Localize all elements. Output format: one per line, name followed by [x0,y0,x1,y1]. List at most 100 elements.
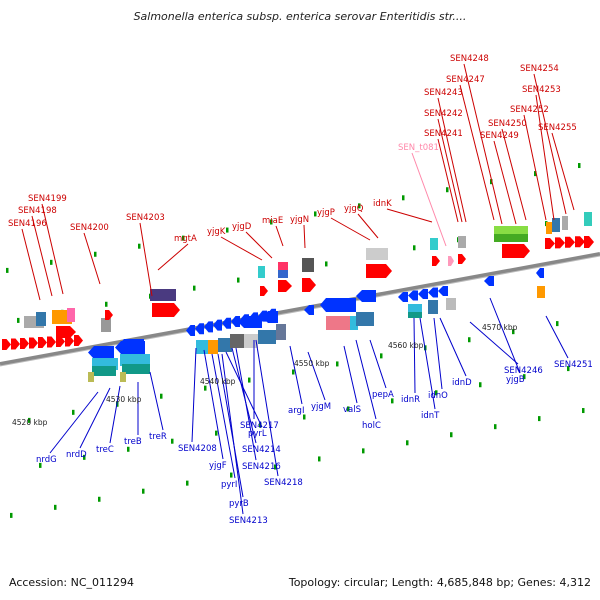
gene-label[interactable]: holC [362,421,381,431]
gene-label[interactable]: yjgF [209,461,227,471]
tick-mark [94,251,97,257]
gene-label[interactable]: SEN4251 [554,360,593,370]
gene-label[interactable]: SEN_t081 [398,143,439,153]
domain-box [196,340,210,354]
gene-label[interactable]: SEN4250 [488,119,527,129]
gene-label[interactable]: SEN4198 [18,206,57,216]
domain-box [258,266,265,278]
gene-label[interactable]: treR [149,432,167,442]
gene-label[interactable]: SEN4200 [70,223,109,233]
tick-mark [413,245,416,251]
tick-mark [325,261,328,267]
gene-label[interactable]: SEN4249 [480,131,519,141]
gene-label[interactable]: SEN4199 [28,194,67,204]
label-leader-line [83,232,101,285]
gene-label[interactable]: SEN4241 [424,129,463,139]
tick-mark [226,227,229,233]
plus-gene-arrow [152,303,180,317]
genome-summary: Topology: circular; Length: 4,685,848 bp… [288,576,591,589]
genome-backbone [0,252,600,366]
minus-gene-arrow [195,323,204,335]
tick-mark [138,243,141,249]
gene-label[interactable]: pyrB [229,499,249,509]
label-leader-line [419,317,436,410]
minus-gene-arrow [398,292,408,302]
gene-label[interactable]: SEN4246 [504,366,543,376]
gene-label[interactable]: argI [288,406,304,416]
tick-mark [450,432,453,438]
gene-label[interactable]: nrdD [66,450,87,460]
gene-label[interactable]: yjgN [290,215,309,225]
tick-mark [362,448,365,454]
gene-label[interactable]: pepA [372,390,394,400]
domain-box [302,258,314,272]
gene-label[interactable]: yjgK [207,227,226,237]
plus-gene-arrow [366,264,392,278]
tick-mark [50,259,53,265]
minus-gene-arrow [408,290,418,301]
gene-label[interactable]: SEN4252 [510,105,549,115]
plus-gene-arrow [545,238,555,249]
gene-label[interactable]: miaE [262,216,283,226]
gene-label[interactable]: idnR [401,395,420,405]
gene-label[interactable]: SEN4216 [242,462,281,472]
gene-label[interactable]: mgtA [174,234,197,244]
label-leader-line [203,349,224,460]
gene-label[interactable]: pyrI [221,480,237,490]
gene-label[interactable]: idnO [428,391,448,401]
gene-label[interactable]: pyrL [248,429,267,439]
gene-label[interactable]: SEN4254 [520,64,559,74]
label-leader-line [493,140,517,225]
domain-box [366,248,388,260]
gene-label[interactable]: nrdG [36,455,57,465]
minus-gene-arrow [304,305,314,315]
tick-mark [142,488,145,494]
gene-label[interactable]: yjgM [311,402,331,412]
tick-mark [28,417,31,423]
gene-label[interactable]: SEN4218 [264,478,303,488]
label-leader-line [535,94,555,221]
gene-label[interactable]: SEN4217 [240,421,279,431]
plus-gene-arrow [555,237,565,249]
gene-label[interactable]: yjgP [317,208,335,218]
domain-box [446,298,456,310]
gene-label[interactable]: valS [343,405,361,415]
gene-label[interactable]: SEN4196 [8,219,47,229]
plus-gene-arrow [584,236,594,248]
gene-label[interactable]: treC [96,445,114,455]
gene-label[interactable]: treB [124,437,142,447]
label-leader-line [235,347,257,461]
domain-box [67,308,75,322]
domain-box [150,289,176,301]
gene-label[interactable]: SEN4253 [522,85,561,95]
domain-box [258,330,276,344]
domain-box [278,262,288,274]
tick-mark [171,438,174,444]
gene-label[interactable]: SEN4213 [229,516,268,526]
tick-mark [54,504,57,510]
gene-label[interactable]: SEN4243 [424,88,463,98]
gene-label[interactable]: idnD [452,378,472,388]
label-leader-line [437,138,459,223]
label-leader-line [220,236,263,261]
gene-label[interactable]: SEN4203 [126,213,165,223]
gene-label[interactable]: yjgB [506,375,525,385]
gene-label[interactable]: SEN4242 [424,109,463,119]
tick-mark [193,285,196,291]
gene-label[interactable]: yjgD [232,222,252,232]
label-leader-line [217,353,244,498]
minus-gene-arrow [204,321,213,333]
gene-label[interactable]: SEN4255 [538,123,577,133]
gene-label[interactable]: idnK [373,199,392,209]
gene-label[interactable]: yjgQ [344,204,364,214]
gene-label[interactable]: idnT [421,411,440,421]
label-leader-line [459,84,495,221]
label-leader-line [307,351,326,401]
gene-label[interactable]: SEN4248 [450,54,489,64]
gene-label[interactable]: SEN4214 [242,445,281,455]
tick-mark [556,321,559,327]
gene-label[interactable]: SEN4208 [178,444,217,454]
tick-mark [160,393,163,399]
tick-mark [512,329,515,335]
gene-label[interactable]: SEN4247 [446,75,485,85]
